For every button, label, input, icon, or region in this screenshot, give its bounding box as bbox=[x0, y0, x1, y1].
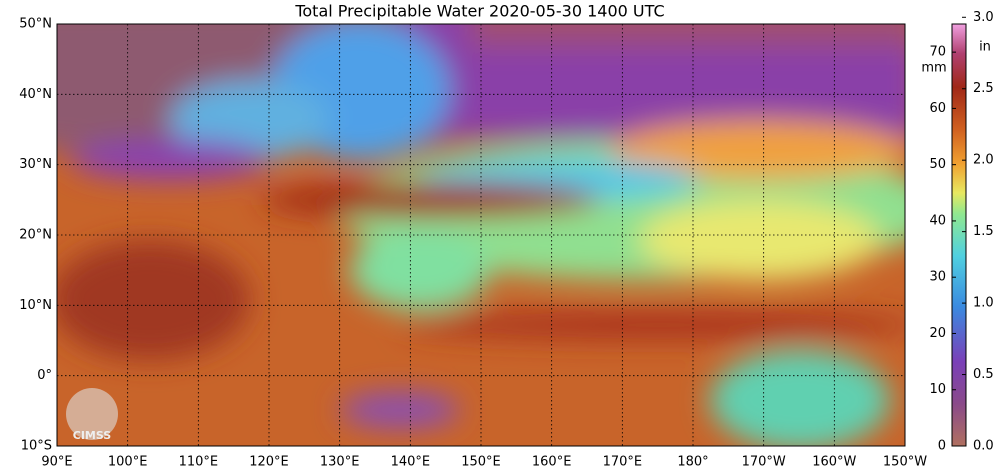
lon-label: 120°E bbox=[249, 455, 289, 470]
lon-label: 150°W bbox=[883, 455, 927, 470]
mm-tick-label: 60 bbox=[929, 101, 946, 116]
lon-label: 150°E bbox=[461, 455, 501, 470]
colorbar bbox=[951, 23, 967, 447]
lat-label: 50°N bbox=[19, 17, 52, 32]
in-tick-label: 3.0 bbox=[973, 10, 994, 25]
logo-emblem bbox=[66, 388, 118, 440]
lat-label: 20°N bbox=[19, 228, 52, 243]
mm-tick-label: 30 bbox=[929, 270, 946, 285]
mm-tick-label: 70 bbox=[929, 45, 946, 60]
tpw-imagery bbox=[57, 24, 905, 446]
lon-label: 110°E bbox=[179, 455, 219, 470]
lon-label: 180° bbox=[677, 455, 708, 470]
mm-tick-label: 40 bbox=[929, 213, 946, 228]
lon-label: 160°W bbox=[812, 455, 856, 470]
lon-label: 100°E bbox=[108, 455, 148, 470]
colorbar-unit-in: in bbox=[979, 40, 991, 55]
in-tick-label: 1.5 bbox=[973, 224, 994, 239]
lon-label: 130°E bbox=[320, 455, 360, 470]
in-tick-label: 1.0 bbox=[973, 296, 994, 311]
lon-label: 160°E bbox=[532, 455, 572, 470]
in-tick-label: 2.5 bbox=[973, 81, 994, 96]
lat-label: 10°N bbox=[19, 298, 52, 313]
lon-label: 90°E bbox=[41, 455, 72, 470]
in-tick-label: 0.0 bbox=[973, 439, 994, 454]
mm-tick-label: 0 bbox=[938, 439, 946, 454]
in-tick-label: 0.5 bbox=[973, 367, 994, 382]
logo-text: CIMSS bbox=[73, 429, 112, 442]
lon-label: 140°E bbox=[391, 455, 431, 470]
graticule bbox=[56, 23, 906, 447]
mm-tick-label: 50 bbox=[929, 157, 946, 172]
lat-label: 30°N bbox=[19, 157, 52, 172]
lat-label: 10°S bbox=[21, 439, 52, 454]
colorbar-unit-mm: mm bbox=[921, 61, 946, 76]
lon-label: 170°E bbox=[603, 455, 643, 470]
lat-label: 0° bbox=[37, 368, 52, 383]
mm-tick-label: 10 bbox=[929, 382, 946, 397]
lat-label: 40°N bbox=[19, 87, 52, 102]
in-tick-label: 2.0 bbox=[973, 153, 994, 168]
title: Total Precipitable Water 2020-05-30 1400… bbox=[294, 2, 664, 21]
lon-label: 170°W bbox=[742, 455, 786, 470]
mm-tick-label: 20 bbox=[929, 326, 946, 341]
